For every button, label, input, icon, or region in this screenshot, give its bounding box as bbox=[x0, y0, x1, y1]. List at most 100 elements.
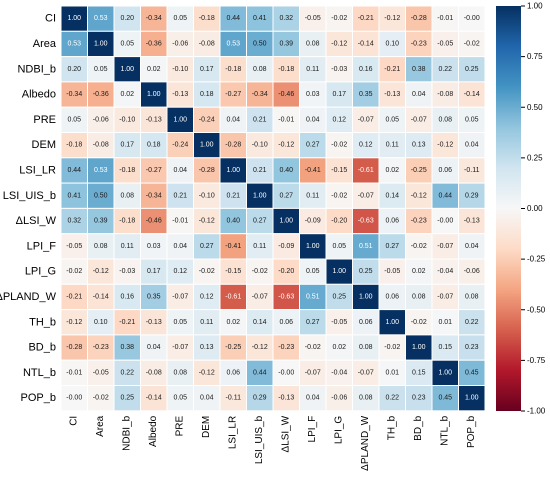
cell-value-label: 0.21 bbox=[253, 116, 267, 123]
cell-value-label: 0.02 bbox=[332, 344, 346, 351]
cell-value-label: -0.08 bbox=[199, 40, 215, 47]
cell-value-label: 0.06 bbox=[438, 167, 452, 174]
cell-value-label: 0.02 bbox=[385, 167, 399, 174]
cell-value-label: -0.15 bbox=[225, 268, 241, 275]
cell-value-label: 0.04 bbox=[173, 167, 187, 174]
heatmap-cell bbox=[405, 157, 433, 184]
cell-value-label: 0.44 bbox=[253, 369, 267, 376]
cell-value-label: 1.00 bbox=[120, 66, 134, 73]
column-label: NTL_b bbox=[440, 415, 451, 445]
heatmap-cell bbox=[325, 334, 353, 361]
cell-value-label: 0.50 bbox=[94, 192, 108, 199]
cell-value-label: -0.01 bbox=[66, 369, 82, 376]
colorbar-tick-label: -0.25 bbox=[527, 255, 546, 264]
cell-value-label: 0.38 bbox=[120, 344, 134, 351]
cell-value-label: -0.09 bbox=[278, 243, 294, 250]
cell-value-label: 0.29 bbox=[465, 192, 479, 199]
cell-value-label: -0.06 bbox=[464, 268, 480, 275]
heatmap-cell bbox=[352, 359, 380, 387]
heatmap-cell bbox=[87, 106, 115, 133]
cell-value-label: -0.34 bbox=[66, 91, 82, 98]
heatmap-cell bbox=[405, 5, 433, 32]
cell-value-label: -0.00 bbox=[464, 15, 480, 22]
cell-value-label: -0.27 bbox=[225, 91, 241, 98]
cell-value-label: 0.53 bbox=[94, 15, 108, 22]
cell-value-label: 0.04 bbox=[226, 116, 240, 123]
cell-value-label: -0.28 bbox=[225, 142, 241, 149]
cell-value-label: 0.35 bbox=[359, 91, 373, 98]
heatmap-cell bbox=[352, 385, 380, 412]
heatmap-cell bbox=[140, 30, 168, 58]
heatmap-cell bbox=[325, 233, 353, 260]
cell-value-label: -0.20 bbox=[278, 268, 294, 275]
cell-value-label: -0.13 bbox=[278, 395, 294, 402]
cell-value-label: 0.40 bbox=[226, 218, 240, 225]
heatmap-cell bbox=[378, 30, 406, 58]
heatmap-cell bbox=[166, 283, 194, 311]
heatmap-cell bbox=[431, 207, 459, 235]
cell-value-label: 0.51 bbox=[359, 243, 373, 250]
heatmap-cell bbox=[458, 157, 486, 184]
heatmap-cell bbox=[219, 157, 247, 184]
cell-value-label: 0.04 bbox=[306, 395, 320, 402]
heatmap-cell bbox=[405, 56, 433, 83]
cell-value-label: -0.12 bbox=[252, 344, 268, 351]
cell-value-label: -0.07 bbox=[411, 116, 427, 123]
cell-value-label: -0.12 bbox=[93, 268, 109, 275]
cell-value-label: -0.10 bbox=[172, 66, 188, 73]
cell-value-label: -0.10 bbox=[252, 142, 268, 149]
cell-value-label: -0.14 bbox=[464, 91, 480, 98]
heatmap-cell bbox=[113, 182, 141, 209]
row-label: NDBI_b bbox=[17, 63, 56, 75]
cell-value-label: -0.01 bbox=[278, 116, 294, 123]
heatmap-cell bbox=[458, 233, 486, 260]
cell-value-label: 0.03 bbox=[147, 243, 161, 250]
heatmap-cell bbox=[219, 30, 247, 58]
cell-value-label: 1.00 bbox=[359, 293, 373, 300]
cell-value-label: 0.17 bbox=[120, 142, 134, 149]
cell-value-label: 0.39 bbox=[279, 40, 293, 47]
heatmap-cell bbox=[431, 132, 459, 159]
cell-value-label: -0.07 bbox=[172, 344, 188, 351]
heatmap-cell bbox=[60, 207, 88, 235]
heatmap-cell bbox=[458, 81, 486, 108]
row-label: LPI_G bbox=[25, 266, 56, 278]
heatmap-cell bbox=[113, 283, 141, 311]
column-label: NDBI_b bbox=[122, 415, 133, 450]
cell-value-label: -0.21 bbox=[358, 15, 374, 22]
cell-value-label: 0.06 bbox=[279, 319, 293, 326]
cell-value-label: -0.23 bbox=[411, 218, 427, 225]
cell-value-label: -0.34 bbox=[252, 91, 268, 98]
cell-value-label: 0.44 bbox=[438, 192, 452, 199]
cell-value-label: 0.20 bbox=[67, 66, 81, 73]
heatmap-cell bbox=[378, 334, 406, 361]
cell-value-label: 1.00 bbox=[279, 218, 293, 225]
cell-value-label: 0.45 bbox=[465, 369, 479, 376]
cell-value-label: -0.00 bbox=[278, 369, 294, 376]
cell-value-label: 0.11 bbox=[306, 192, 319, 199]
heatmap-cell bbox=[113, 233, 141, 260]
heatmap-cell bbox=[405, 309, 433, 336]
cell-value-label: -0.05 bbox=[66, 243, 82, 250]
cell-value-label: -0.07 bbox=[358, 116, 374, 123]
cell-value-label: 0.14 bbox=[253, 319, 267, 326]
heatmap-cell bbox=[113, 207, 141, 235]
heatmap-cell bbox=[113, 359, 141, 387]
heatmap-cell bbox=[325, 106, 353, 133]
cell-value-label: -0.13 bbox=[146, 116, 162, 123]
cell-value-label: -0.05 bbox=[305, 15, 321, 22]
cell-value-label: 0.04 bbox=[412, 91, 426, 98]
cell-value-label: -0.18 bbox=[225, 66, 241, 73]
heatmap-cell bbox=[219, 132, 247, 159]
cell-value-label: 0.12 bbox=[359, 142, 373, 149]
cell-value-label: -0.01 bbox=[172, 218, 188, 225]
heatmap-cell bbox=[246, 132, 274, 159]
cell-value-label: 1.00 bbox=[147, 91, 161, 98]
cell-value-label: 0.20 bbox=[120, 15, 134, 22]
cell-value-label: -0.07 bbox=[358, 192, 374, 199]
cell-value-label: 0.03 bbox=[306, 91, 320, 98]
cell-value-label: 0.51 bbox=[306, 293, 320, 300]
heatmap-cell bbox=[166, 233, 194, 260]
colorbar-bar bbox=[496, 6, 521, 411]
row-label: POP_b bbox=[21, 392, 56, 404]
